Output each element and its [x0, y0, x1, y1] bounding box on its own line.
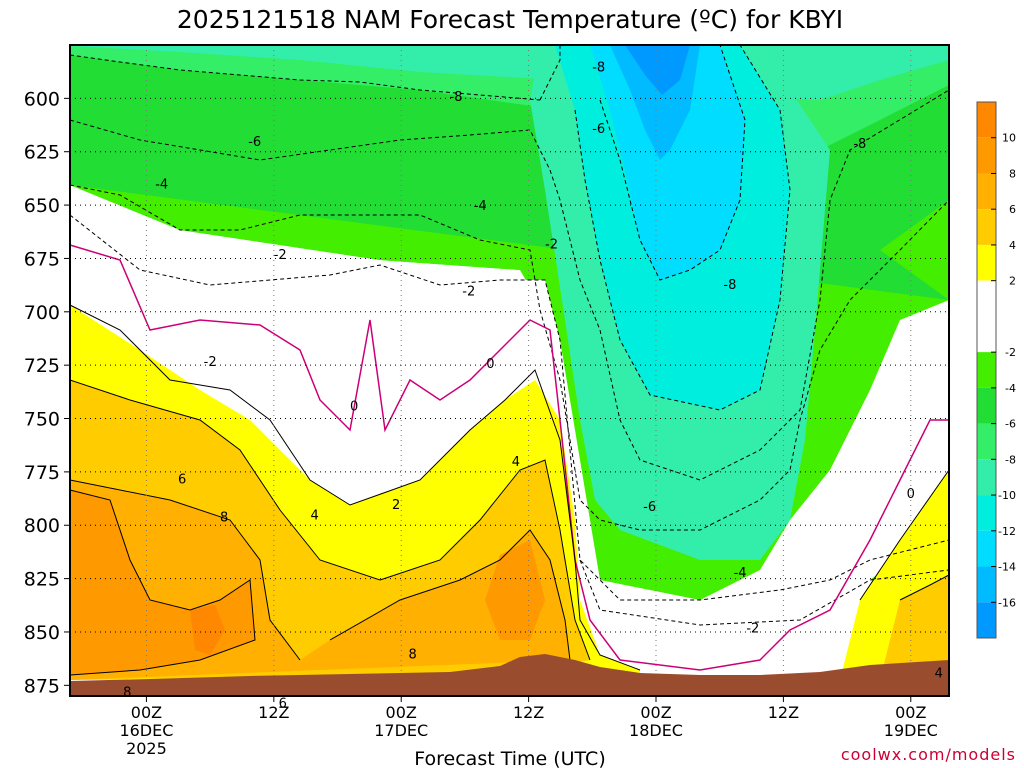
legend-swatch	[977, 137, 996, 174]
legend-swatch	[977, 530, 996, 567]
legend-label: -6	[1005, 418, 1016, 431]
legend-label: -16	[998, 596, 1016, 609]
y-tick-label: 625	[24, 142, 60, 164]
band-trough-minus18	[625, 45, 690, 95]
x-tick-date: 17DEC	[374, 721, 428, 740]
legend-label: -10	[998, 489, 1016, 502]
x-tick-label: 12Z	[768, 703, 799, 722]
legend-label: -4	[1005, 382, 1016, 395]
legend-swatch	[977, 173, 996, 210]
legend-label: 2	[1009, 275, 1016, 288]
contour-label: 6	[279, 696, 287, 711]
y-tick-label: 850	[24, 622, 60, 644]
contour-lines	[69, 44, 950, 676]
contour-label: 6	[178, 472, 186, 487]
contour-label: -2	[204, 355, 217, 370]
contour-label: -2	[274, 248, 287, 263]
contour-label: -6	[592, 122, 605, 137]
x-tick-date: 18DEC	[629, 721, 683, 740]
terrain-ground	[70, 654, 949, 696]
x-tick-date: 19DEC	[884, 721, 938, 740]
contour-label: 4	[935, 667, 943, 682]
legend-swatch	[977, 280, 996, 353]
y-tick-label: 700	[24, 302, 60, 324]
legend-swatch	[977, 566, 996, 603]
y-tick-label: 600	[24, 88, 60, 110]
legend-swatch	[977, 495, 996, 531]
band-warm-8b	[485, 540, 545, 640]
contour-label: 2	[392, 498, 400, 513]
band-warm-4-right	[880, 575, 949, 680]
y-axis: 600 625 650 675 700 725 750 775 800 825 850 875	[24, 88, 70, 697]
legend-label: -8	[1005, 453, 1016, 466]
contour-label: -8	[723, 278, 736, 293]
grid-lines	[70, 45, 949, 696]
legend-swatch	[977, 387, 996, 424]
x-tick-label: 00Z	[386, 703, 417, 722]
contour-label: 8	[409, 647, 417, 662]
plot-frame	[69, 44, 950, 697]
contour-label: -6	[643, 500, 656, 515]
y-tick-label: 750	[24, 409, 60, 431]
x-tick-label: 12Z	[258, 703, 289, 722]
contour-label: -2	[462, 284, 475, 299]
contour-label: 0	[350, 400, 358, 415]
x-tick-label: 00Z	[895, 703, 926, 722]
x-tick-date: 16DEC	[119, 721, 173, 740]
x-axis-label: Forecast Time (UTC)	[414, 748, 605, 768]
legend-label: -14	[998, 561, 1016, 574]
band-trough-minus14	[590, 45, 745, 280]
contour-label: -8	[450, 90, 463, 105]
x-tick-label: 00Z	[640, 703, 671, 722]
legend-swatch	[977, 102, 996, 138]
band-warm-10	[190, 605, 225, 655]
legend-swatch	[977, 602, 996, 638]
contour-label: -2	[746, 622, 759, 637]
y-tick-label: 775	[24, 462, 60, 484]
contour-label: -8	[853, 137, 866, 152]
legend-swatch	[977, 423, 996, 460]
y-tick-label: 800	[24, 515, 60, 537]
band-white-lower	[580, 300, 949, 620]
contour-label: -8	[592, 60, 605, 75]
contour-label: 0	[486, 357, 494, 372]
x-tick-year: 2025	[126, 739, 167, 758]
contour-labels: -8 -8 -6 -6 -8 -4 -4 -2 -2 -2 -8 -2 0 0 4 2 6 4 8 8 8 6 -6 -4 -2…	[123, 60, 943, 711]
legend-swatch	[977, 244, 996, 281]
y-tick-label: 675	[24, 248, 60, 270]
y-tick-label: 650	[24, 195, 60, 217]
color-legend: 10 8 6 4 2 -2 -4 -6 -8 -10 -12 -14 -16	[976, 101, 1016, 639]
contour-label: 4	[512, 455, 520, 470]
contour-label: -4	[734, 566, 747, 581]
chart-title: 2025121518 NAM Forecast Temperature (ºC)…	[177, 5, 843, 34]
legend-label: 10	[1002, 132, 1016, 145]
contour-label: 0	[907, 487, 915, 502]
legend-swatch	[977, 209, 996, 245]
contour-label: -6	[248, 135, 261, 150]
contour-label: 4	[310, 509, 318, 524]
legend-label: -2	[1005, 346, 1016, 359]
x-tick-label: 12Z	[513, 703, 544, 722]
legend-label: 6	[1009, 203, 1016, 216]
band-white-left	[70, 215, 560, 500]
legend-frame	[976, 101, 997, 639]
contour-label: -4	[155, 178, 168, 193]
legend-label: 8	[1009, 167, 1016, 180]
contour-label: -4	[474, 199, 487, 214]
x-tick-label: 00Z	[131, 703, 162, 722]
legend-swatch	[977, 459, 996, 496]
contour-label: -2	[545, 238, 558, 253]
legend-label: 4	[1009, 239, 1016, 252]
y-tick-label: 725	[24, 355, 60, 377]
y-tick-label: 825	[24, 569, 60, 591]
watermark: coolwx.com/models	[841, 745, 1016, 764]
contour-label: 8	[123, 686, 131, 701]
plot-area: -8 -8 -6 -6 -8 -4 -4 -2 -2 -2 -8 -2 0 0 4 2 6 4 8 8 8 6 -6 -4 -2…	[69, 44, 950, 711]
y-tick-label: 875	[24, 675, 60, 697]
legend-label: -12	[998, 525, 1016, 538]
contour-label: 8	[220, 511, 228, 526]
legend-swatch	[977, 352, 996, 388]
